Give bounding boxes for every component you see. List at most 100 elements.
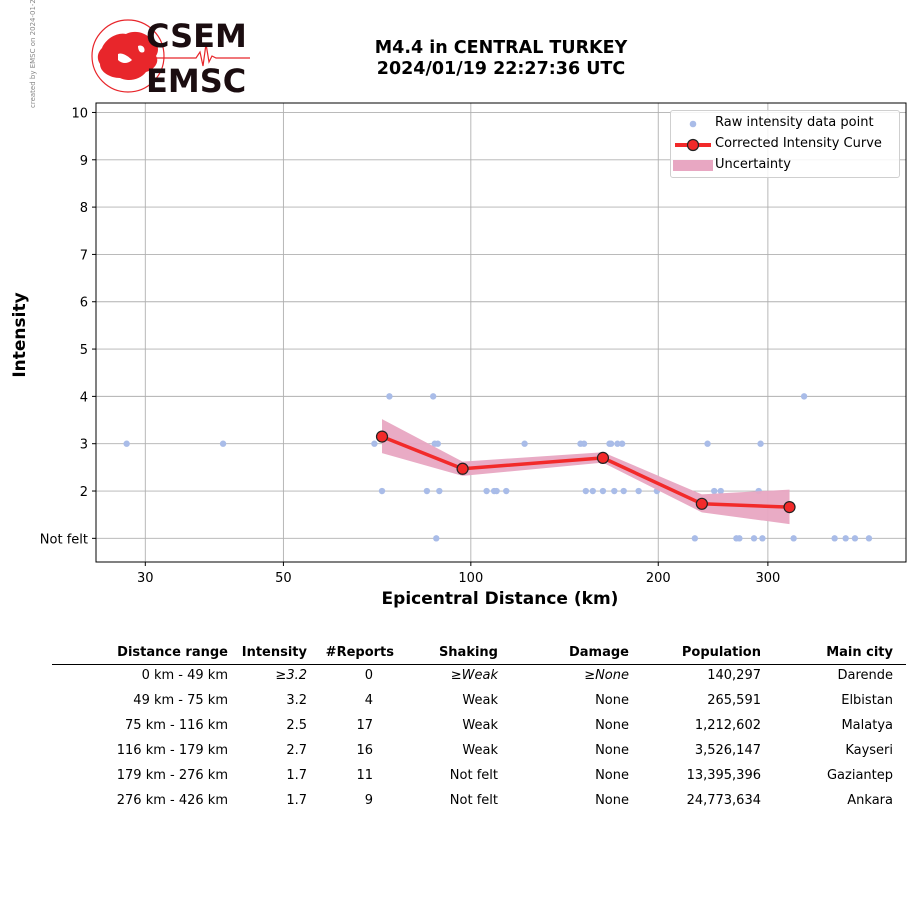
header-reports: #Reports	[325, 645, 394, 660]
logo-seismogram	[148, 43, 250, 67]
cell-reports: 0	[364, 668, 373, 683]
legend-curve-symbol	[675, 138, 711, 152]
raw-data-point	[429, 393, 437, 400]
y-tick-label: 5	[80, 343, 88, 358]
header-population: Population	[681, 645, 761, 660]
raw-data-point	[717, 487, 724, 495]
logo-map-detail	[118, 45, 145, 63]
raw-data-point	[790, 535, 797, 542]
curve-marker	[695, 497, 708, 510]
raw-data-point	[521, 440, 528, 447]
table-row: 49 km - 75 km 3.2 4 Weak None 265,591 Elbistan	[52, 690, 906, 715]
cell-distance-range: 276 km - 426 km	[116, 793, 228, 808]
cell-damage: None	[595, 718, 629, 733]
raw-data-point	[711, 487, 718, 495]
cell-intensity: 2.7	[286, 743, 307, 758]
raw-data-point	[614, 440, 621, 447]
raw-data-point	[611, 487, 618, 495]
chart-legend: Raw intensity data point Corrected Inten…	[670, 110, 900, 178]
table-row: 75 km - 116 km 2.5 17 Weak None 1,212,602 Mala…	[52, 715, 906, 740]
curve-marker	[596, 451, 610, 464]
raw-data-point	[635, 487, 642, 495]
raw-data-point	[704, 440, 711, 447]
cell-main-city: Malatya	[841, 718, 893, 733]
raw-data-point	[378, 487, 386, 495]
y-axis-label: Intensity	[10, 292, 30, 378]
raw-data-point	[851, 535, 859, 542]
raw-data-point	[607, 440, 615, 447]
legend-item-uncertainty: Uncertainty	[671, 155, 899, 175]
cell-shaking: Weak	[462, 743, 498, 758]
header-shaking: Shaking	[438, 645, 498, 660]
curve-marker	[456, 462, 469, 475]
y-tick-label: Not felt	[40, 532, 88, 547]
legend-item-curve: Corrected Intensity Curve	[671, 134, 899, 154]
intensity-table: Distance range Intensity #Reports Shakin…	[52, 642, 906, 815]
cell-distance-range: 75 km - 116 km	[125, 718, 228, 733]
raw-data-point	[423, 487, 431, 495]
legend-raw-symbol	[689, 120, 697, 128]
cell-shaking: Weak	[462, 718, 498, 733]
cell-reports: 11	[356, 768, 373, 783]
cell-damage: None	[595, 768, 629, 783]
intensity-chart: 30 50 100 200 300 Not felt 2 3 4 5 6 7 8 9 10	[40, 102, 907, 586]
raw-data-point	[691, 535, 699, 542]
raw-data-point	[800, 393, 808, 400]
cell-population: 140,297	[707, 668, 761, 683]
logo-map-shape	[97, 31, 158, 80]
table-header-row: Distance range Intensity #Reports Shakin…	[52, 642, 906, 665]
cell-main-city: Ankara	[847, 793, 893, 808]
x-tick-label: 30	[137, 571, 154, 586]
raw-data-point	[599, 487, 607, 495]
y-tick-label: 6	[80, 296, 88, 311]
raw-data-point	[493, 487, 500, 495]
raw-data-point	[582, 487, 590, 495]
header-distance-range: Distance range	[117, 645, 228, 660]
x-tick-label: 100	[458, 571, 483, 586]
raw-data-point	[503, 487, 510, 495]
cell-population: 13,395,396	[686, 768, 761, 783]
raw-data-point	[842, 535, 849, 542]
cell-damage: ≥None	[584, 668, 629, 683]
x-tick-label: 200	[646, 571, 671, 586]
curve-marker	[375, 430, 389, 443]
header-damage: Damage	[568, 645, 629, 660]
logo-globe-outline	[91, 19, 165, 93]
cell-population: 3,526,147	[694, 743, 761, 758]
cell-shaking: Not felt	[449, 793, 498, 808]
raw-data-point	[483, 487, 490, 495]
curve-marker	[783, 501, 796, 514]
cell-main-city: Kayseri	[845, 743, 893, 758]
raw-data-point	[580, 440, 588, 447]
header-main-city: Main city	[826, 645, 893, 660]
y-tick-label: 7	[80, 248, 88, 263]
raw-data-point	[865, 535, 873, 542]
cell-shaking: Not felt	[449, 768, 498, 783]
y-tick-label: 2	[80, 485, 88, 500]
raw-data-point	[371, 440, 378, 447]
raw-data-point	[750, 535, 758, 542]
chart-title: M4.4 in CENTRAL TURKEY 2024/01/19 22:27:…	[300, 38, 702, 80]
cell-intensity: 2.5	[286, 718, 307, 733]
cell-reports: 4	[364, 693, 373, 708]
legend-item-raw: Raw intensity data point	[671, 113, 899, 133]
cell-main-city: Gaziantep	[826, 768, 893, 783]
cell-reports: 9	[364, 793, 373, 808]
cell-intensity: 1.7	[286, 793, 307, 808]
cell-main-city: Darende	[837, 668, 893, 683]
x-axis-label: Epicentral Distance (km)	[381, 589, 619, 609]
raw-data-point	[434, 440, 442, 447]
cell-shaking: ≥Weak	[450, 668, 498, 683]
uncertainty-band	[382, 419, 790, 525]
legend-uncertainty-symbol	[673, 160, 713, 171]
csem-emsc-logo: CSEM EMSC	[91, 17, 250, 98]
logo-emsc-text: EMSC	[146, 62, 246, 98]
raw-data-point	[433, 535, 440, 542]
legend-raw-label: Raw intensity data point	[715, 115, 874, 130]
chart-title-line-2: 2024/01/19 22:27:36 UTC	[376, 59, 626, 79]
legend-curve-label: Corrected Intensity Curve	[715, 136, 882, 151]
cell-damage: None	[595, 793, 629, 808]
table-row: 0 km - 49 km ≥3.2 0 ≥Weak ≥None 140,297 Darend…	[52, 665, 906, 690]
cell-distance-range: 0 km - 49 km	[141, 668, 228, 683]
raw-data-point	[123, 440, 130, 447]
